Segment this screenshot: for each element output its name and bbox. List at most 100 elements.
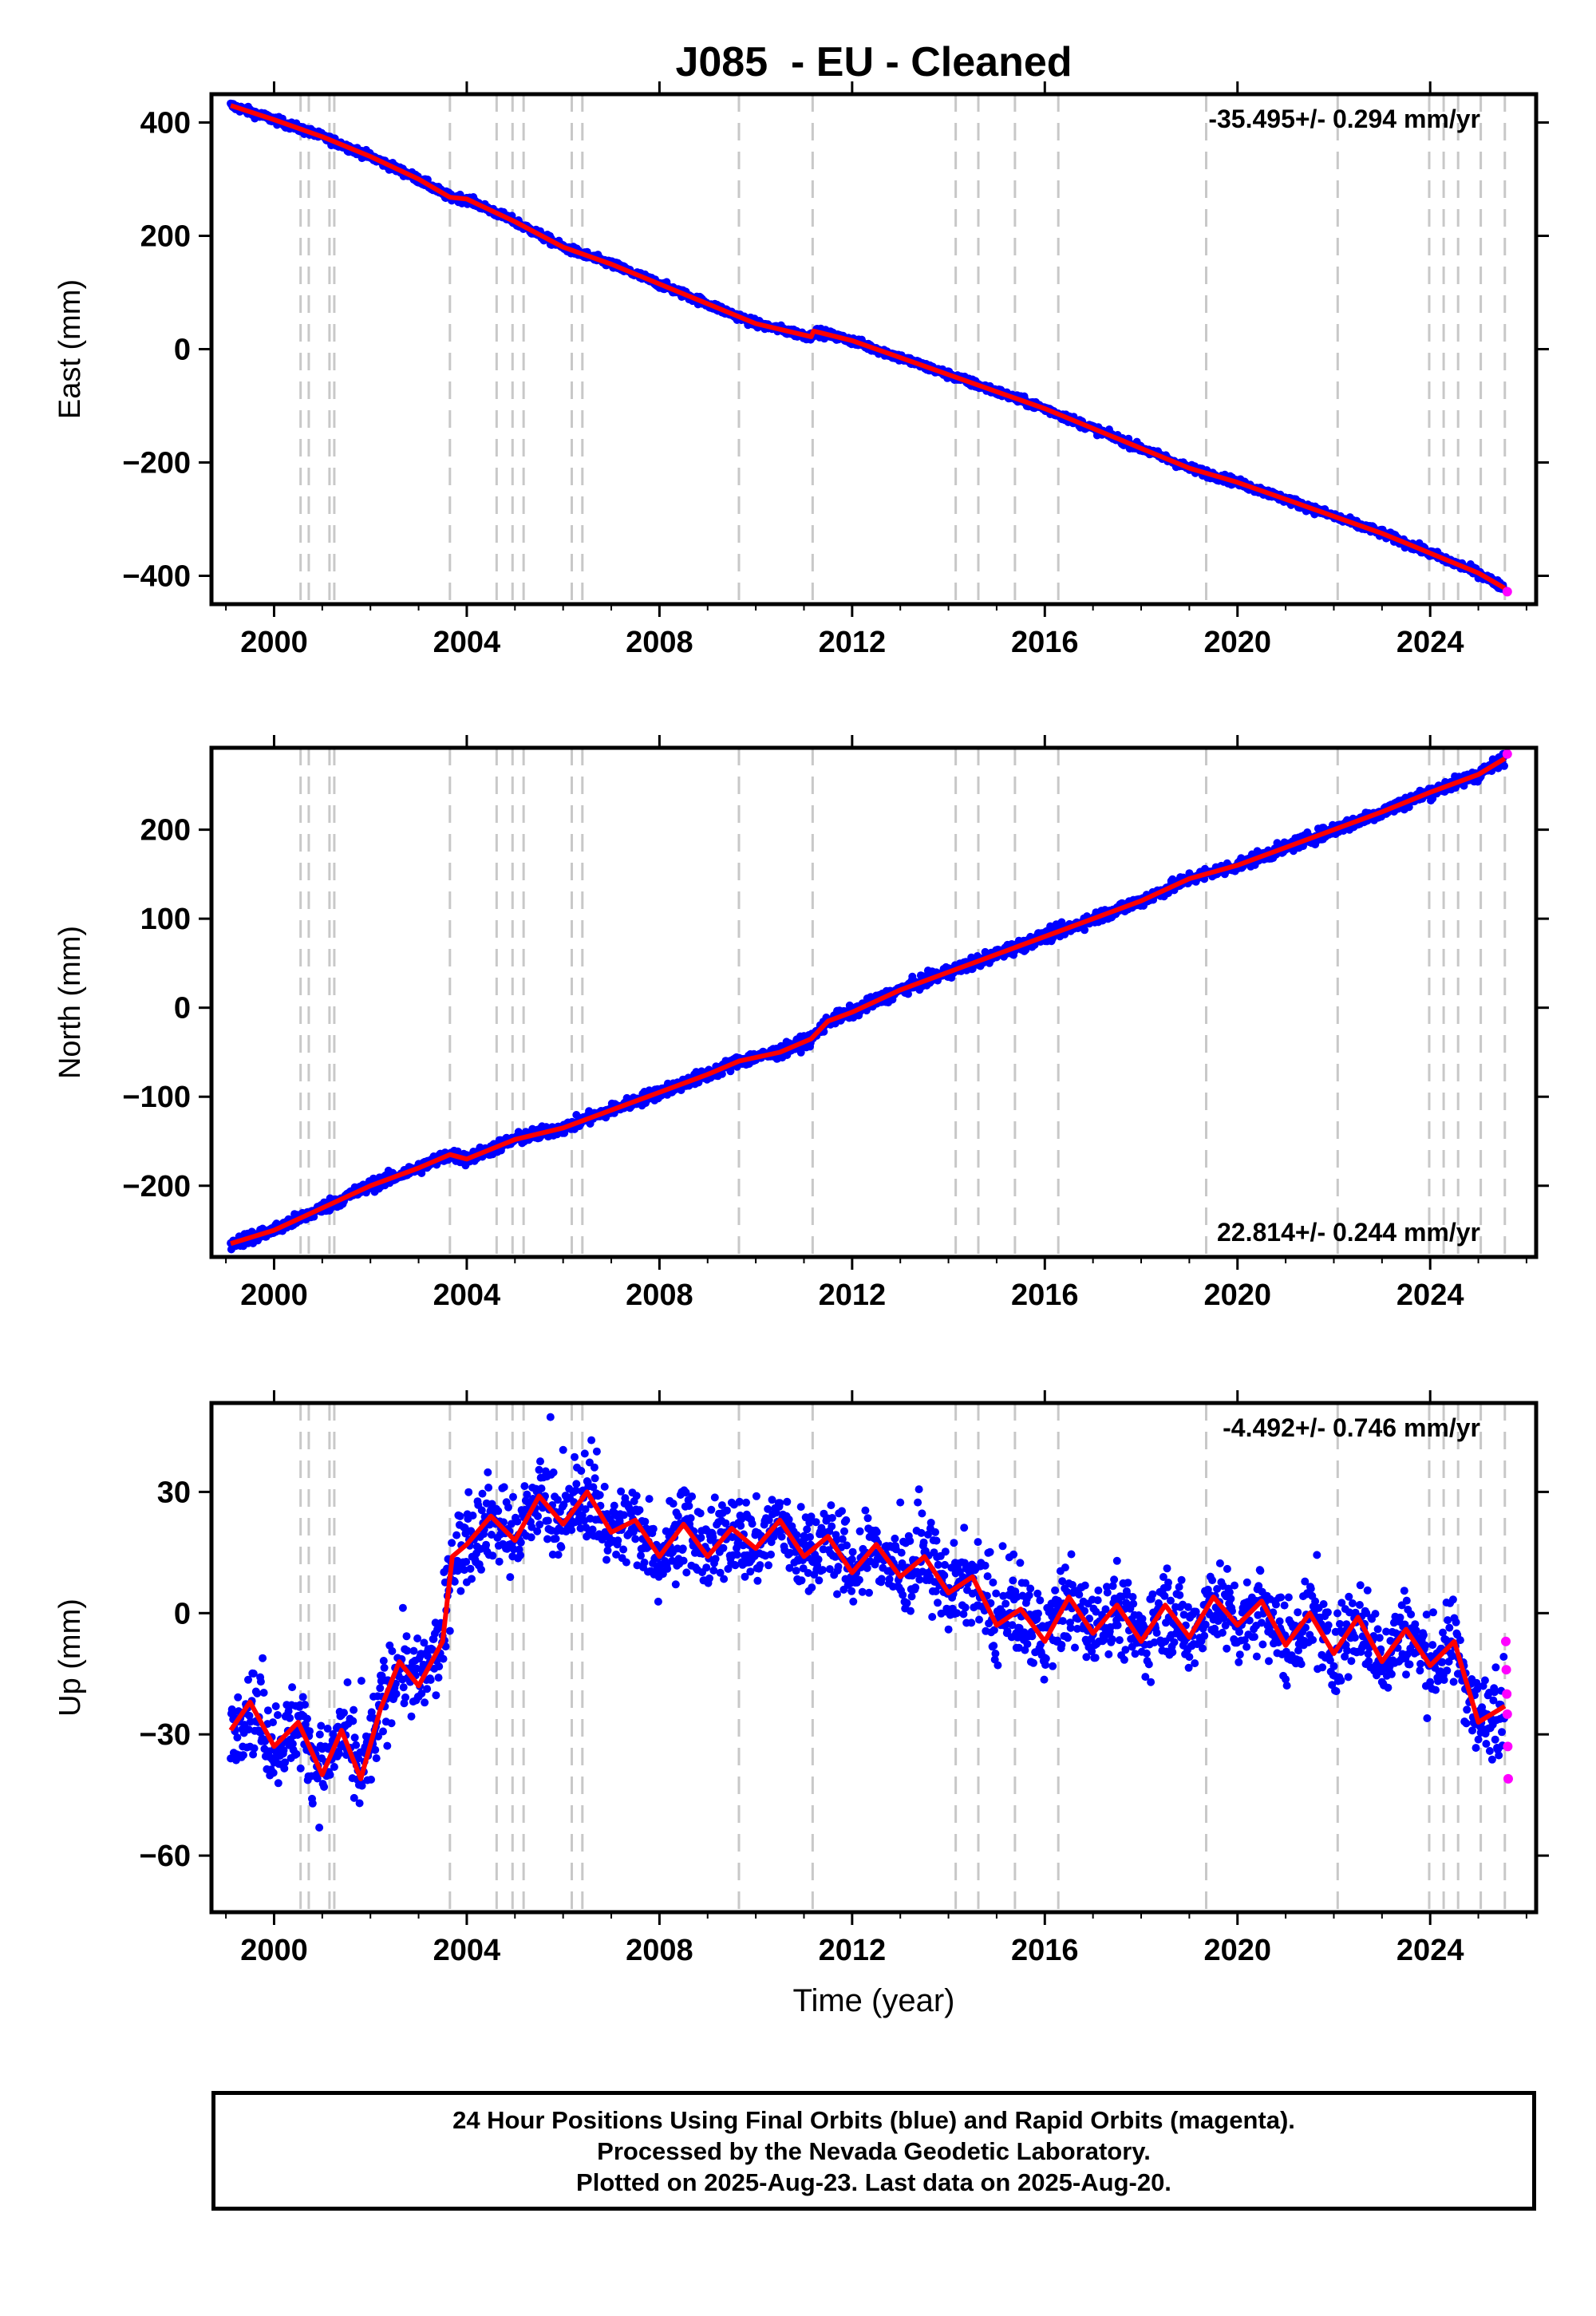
final-point — [326, 1770, 334, 1779]
north-final-points — [227, 749, 1508, 1254]
final-point — [234, 1693, 243, 1701]
final-point — [494, 1507, 503, 1516]
final-point — [506, 1573, 515, 1582]
final-point — [432, 1691, 440, 1700]
y-tick-label: 400 — [140, 107, 191, 140]
rapid-point — [1502, 587, 1512, 597]
final-point — [269, 1769, 278, 1777]
final-point — [280, 1764, 289, 1773]
y-tick-label: 0 — [174, 992, 191, 1026]
final-point — [303, 1714, 311, 1723]
final-point — [549, 1468, 558, 1476]
final-point — [423, 1685, 432, 1694]
final-point — [263, 1706, 272, 1715]
y-tick-label: −200 — [122, 1170, 191, 1203]
final-point — [543, 1516, 552, 1525]
y-tick-label: 0 — [174, 334, 191, 367]
final-point — [281, 1758, 290, 1767]
x-tick-label: 2016 — [1011, 626, 1079, 659]
final-point — [244, 1675, 252, 1684]
final-point — [403, 1646, 412, 1655]
final-point — [358, 1781, 366, 1790]
final-point — [468, 1575, 476, 1583]
x-tick-label: 2004 — [433, 626, 501, 659]
final-point — [355, 1799, 364, 1808]
final-point — [507, 1520, 516, 1528]
east-x-axis: 2000 2004 2008 2012 2016 2020 2024 — [225, 81, 1527, 659]
final-point — [516, 1538, 525, 1547]
final-point — [516, 1551, 525, 1559]
y-tick-label: −200 — [122, 447, 191, 480]
east-break-lines — [299, 94, 1507, 604]
final-point — [484, 1468, 492, 1476]
final-point — [352, 1741, 361, 1749]
final-point — [315, 1824, 324, 1832]
final-point — [233, 1733, 242, 1742]
final-point — [553, 1496, 562, 1504]
final-point — [335, 1749, 343, 1758]
final-point — [239, 1751, 247, 1760]
final-point — [464, 1488, 473, 1496]
final-point — [559, 1445, 567, 1454]
x-tick-label: 2008 — [626, 626, 693, 659]
final-point — [253, 1689, 262, 1697]
x-tick-label: 2000 — [240, 1279, 308, 1312]
final-point — [288, 1740, 297, 1748]
final-point — [796, 1048, 805, 1057]
final-point — [513, 1517, 522, 1526]
final-point — [323, 1725, 332, 1733]
final-point — [557, 1543, 566, 1551]
final-point — [367, 1708, 376, 1717]
final-point — [439, 1654, 448, 1663]
final-point — [413, 1634, 422, 1642]
final-point — [249, 1670, 258, 1678]
final-point — [256, 1678, 265, 1686]
final-point — [520, 1482, 529, 1491]
final-point — [428, 1645, 437, 1654]
final-point — [367, 1775, 375, 1784]
final-point — [477, 1506, 486, 1515]
final-point — [350, 1733, 359, 1742]
x-tick-label: 2012 — [819, 1279, 887, 1312]
final-point — [371, 1745, 380, 1754]
final-point — [462, 1558, 471, 1566]
final-point — [401, 1693, 409, 1701]
final-point — [423, 1652, 432, 1660]
final-point — [536, 1457, 544, 1466]
final-point — [286, 1713, 294, 1722]
north-rate-label: 22.814+/- 0.244 mm/yr — [1217, 1218, 1480, 1247]
final-point — [292, 1749, 301, 1758]
final-point — [554, 1551, 563, 1559]
final-point — [288, 1683, 297, 1692]
final-point — [399, 1683, 408, 1692]
x-tick-label: 2024 — [1396, 626, 1464, 659]
final-point — [456, 1512, 464, 1520]
north-frame — [209, 745, 1539, 1259]
final-point — [551, 1535, 560, 1543]
final-point — [379, 1727, 387, 1736]
x-tick-label: 2020 — [1203, 626, 1271, 659]
final-point — [249, 1750, 258, 1759]
east-y-label: East (mm) — [53, 279, 87, 419]
final-point — [349, 1717, 358, 1725]
final-point — [450, 1577, 459, 1586]
y-tick-label: −400 — [122, 560, 191, 594]
final-point — [1500, 761, 1508, 770]
final-point — [296, 1764, 305, 1773]
final-point — [284, 1707, 293, 1716]
rapid-point — [1502, 749, 1512, 759]
final-point — [904, 990, 912, 998]
final-point — [504, 1503, 512, 1512]
final-point — [488, 1551, 497, 1560]
final-point — [392, 1690, 401, 1698]
final-point — [274, 1779, 282, 1788]
final-point — [379, 1657, 388, 1665]
final-point — [559, 1500, 568, 1509]
x-tick-label: 2008 — [626, 1279, 693, 1312]
final-point — [374, 1732, 382, 1741]
final-point — [452, 1531, 461, 1539]
y-tick-label: 100 — [140, 903, 191, 936]
final-point — [317, 1721, 326, 1730]
north-y-label: North (mm) — [53, 926, 87, 1079]
final-point — [420, 1638, 429, 1647]
